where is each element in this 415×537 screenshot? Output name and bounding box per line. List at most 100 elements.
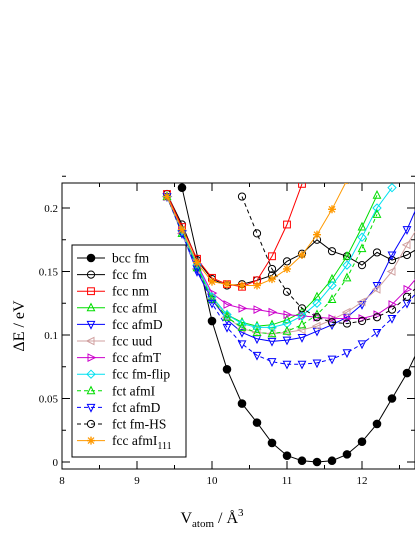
- axis-ticks: 8 9 10 11 12 0 0.05 0.1 0.15 0.2: [39, 175, 415, 487]
- legend-entry: fcc nm: [77, 284, 150, 299]
- y-tick-label: 0.15: [39, 267, 59, 279]
- data-point: [327, 280, 337, 291]
- data-point: [372, 248, 382, 257]
- legend-marker: [85, 336, 95, 346]
- data-point: [283, 220, 291, 229]
- data-point: [283, 264, 291, 273]
- data-point: [387, 394, 397, 403]
- data-point: [357, 261, 367, 270]
- data-point: [268, 275, 276, 284]
- data-point: [297, 304, 307, 313]
- legend-marker: [86, 369, 96, 379]
- series-line: [166, 196, 378, 335]
- data-point: [192, 262, 202, 272]
- data-point: [282, 287, 292, 296]
- data-point: [267, 358, 277, 367]
- data-point: [387, 251, 397, 261]
- data-point: [327, 294, 337, 303]
- x-tick-label: 12: [357, 475, 368, 487]
- legend-box: [71, 244, 187, 458]
- data-point: [298, 311, 308, 321]
- series-layer: [161, 183, 415, 467]
- legend-entry: fcc afmT: [77, 350, 162, 365]
- legend-entry: fcc fm-flip: [77, 367, 170, 382]
- data-point: [238, 303, 248, 313]
- data-point: [371, 284, 381, 294]
- y-tick-label: 0.2: [44, 203, 58, 215]
- y-tick-label: 0: [53, 457, 59, 469]
- x-tick-label: 9: [134, 475, 140, 487]
- data-point: [342, 319, 352, 328]
- legend-entry: fct fm-HS: [77, 417, 166, 432]
- data-point: [208, 277, 216, 286]
- data-point: [372, 209, 382, 218]
- data-point: [341, 307, 351, 317]
- series-1: [177, 183, 415, 467]
- data-point: [223, 300, 233, 309]
- data-point: [312, 313, 322, 322]
- data-point: [237, 340, 247, 350]
- data-point: [237, 399, 247, 408]
- data-point: [402, 292, 412, 301]
- legend-label: fcc afmD: [112, 317, 163, 332]
- legend-label: fct fm-HS: [112, 417, 166, 432]
- legend-entry: fct afmI: [77, 383, 156, 398]
- legend-entry: fcc fm: [77, 267, 147, 282]
- data-point: [372, 419, 382, 429]
- legend-marker: [87, 287, 95, 296]
- legend-label: fct afmI: [112, 383, 156, 398]
- data-point: [268, 307, 278, 317]
- data-point: [282, 325, 292, 335]
- data-point: [282, 314, 292, 324]
- legend-label: fcc fm: [112, 267, 147, 282]
- data-point: [387, 255, 397, 265]
- data-point: [311, 321, 321, 331]
- legend-entry: fct afmD: [77, 400, 161, 415]
- data-point: [207, 299, 217, 309]
- data-point: [282, 360, 292, 370]
- data-point: [252, 327, 262, 336]
- legend-marker: [86, 302, 96, 312]
- legend-marker: [87, 436, 95, 445]
- x-axis-label-sup: 3: [238, 507, 244, 519]
- data-point: [222, 311, 232, 321]
- data-point: [402, 250, 412, 260]
- data-point: [297, 456, 307, 466]
- legend-label: fcc nm: [112, 284, 150, 299]
- data-point: [357, 437, 367, 446]
- data-point: [207, 316, 217, 326]
- data-point: [357, 221, 367, 231]
- legend-label: fcc afmT: [112, 350, 162, 365]
- series-line: [166, 183, 303, 288]
- data-point: [267, 328, 277, 338]
- data-point: [312, 298, 322, 308]
- data-point: [356, 297, 366, 307]
- legend-label: fcc afmI: [112, 300, 158, 315]
- data-point: [237, 318, 247, 329]
- data-point: [267, 322, 277, 333]
- data-point: [342, 450, 352, 459]
- data-point: [238, 281, 246, 290]
- data-point: [267, 264, 277, 274]
- data-point: [267, 438, 277, 448]
- data-point: [312, 359, 322, 369]
- data-point: [237, 328, 247, 338]
- data-point: [372, 203, 382, 213]
- data-point: [342, 349, 352, 359]
- data-point: [387, 314, 397, 324]
- data-point: [342, 250, 352, 260]
- data-point: [357, 232, 367, 242]
- series-line: [181, 187, 415, 463]
- y-axis-label: ΔE / eV: [11, 300, 28, 352]
- data-point: [207, 292, 217, 302]
- data-point: [237, 192, 247, 201]
- y-tick-label: 0.1: [44, 330, 58, 342]
- legend-marker: [86, 320, 96, 330]
- data-point: [401, 240, 411, 250]
- data-point: [357, 340, 367, 350]
- data-point: [372, 328, 382, 338]
- data-point: [342, 272, 352, 282]
- data-point: [282, 451, 292, 460]
- data-point: [297, 319, 307, 329]
